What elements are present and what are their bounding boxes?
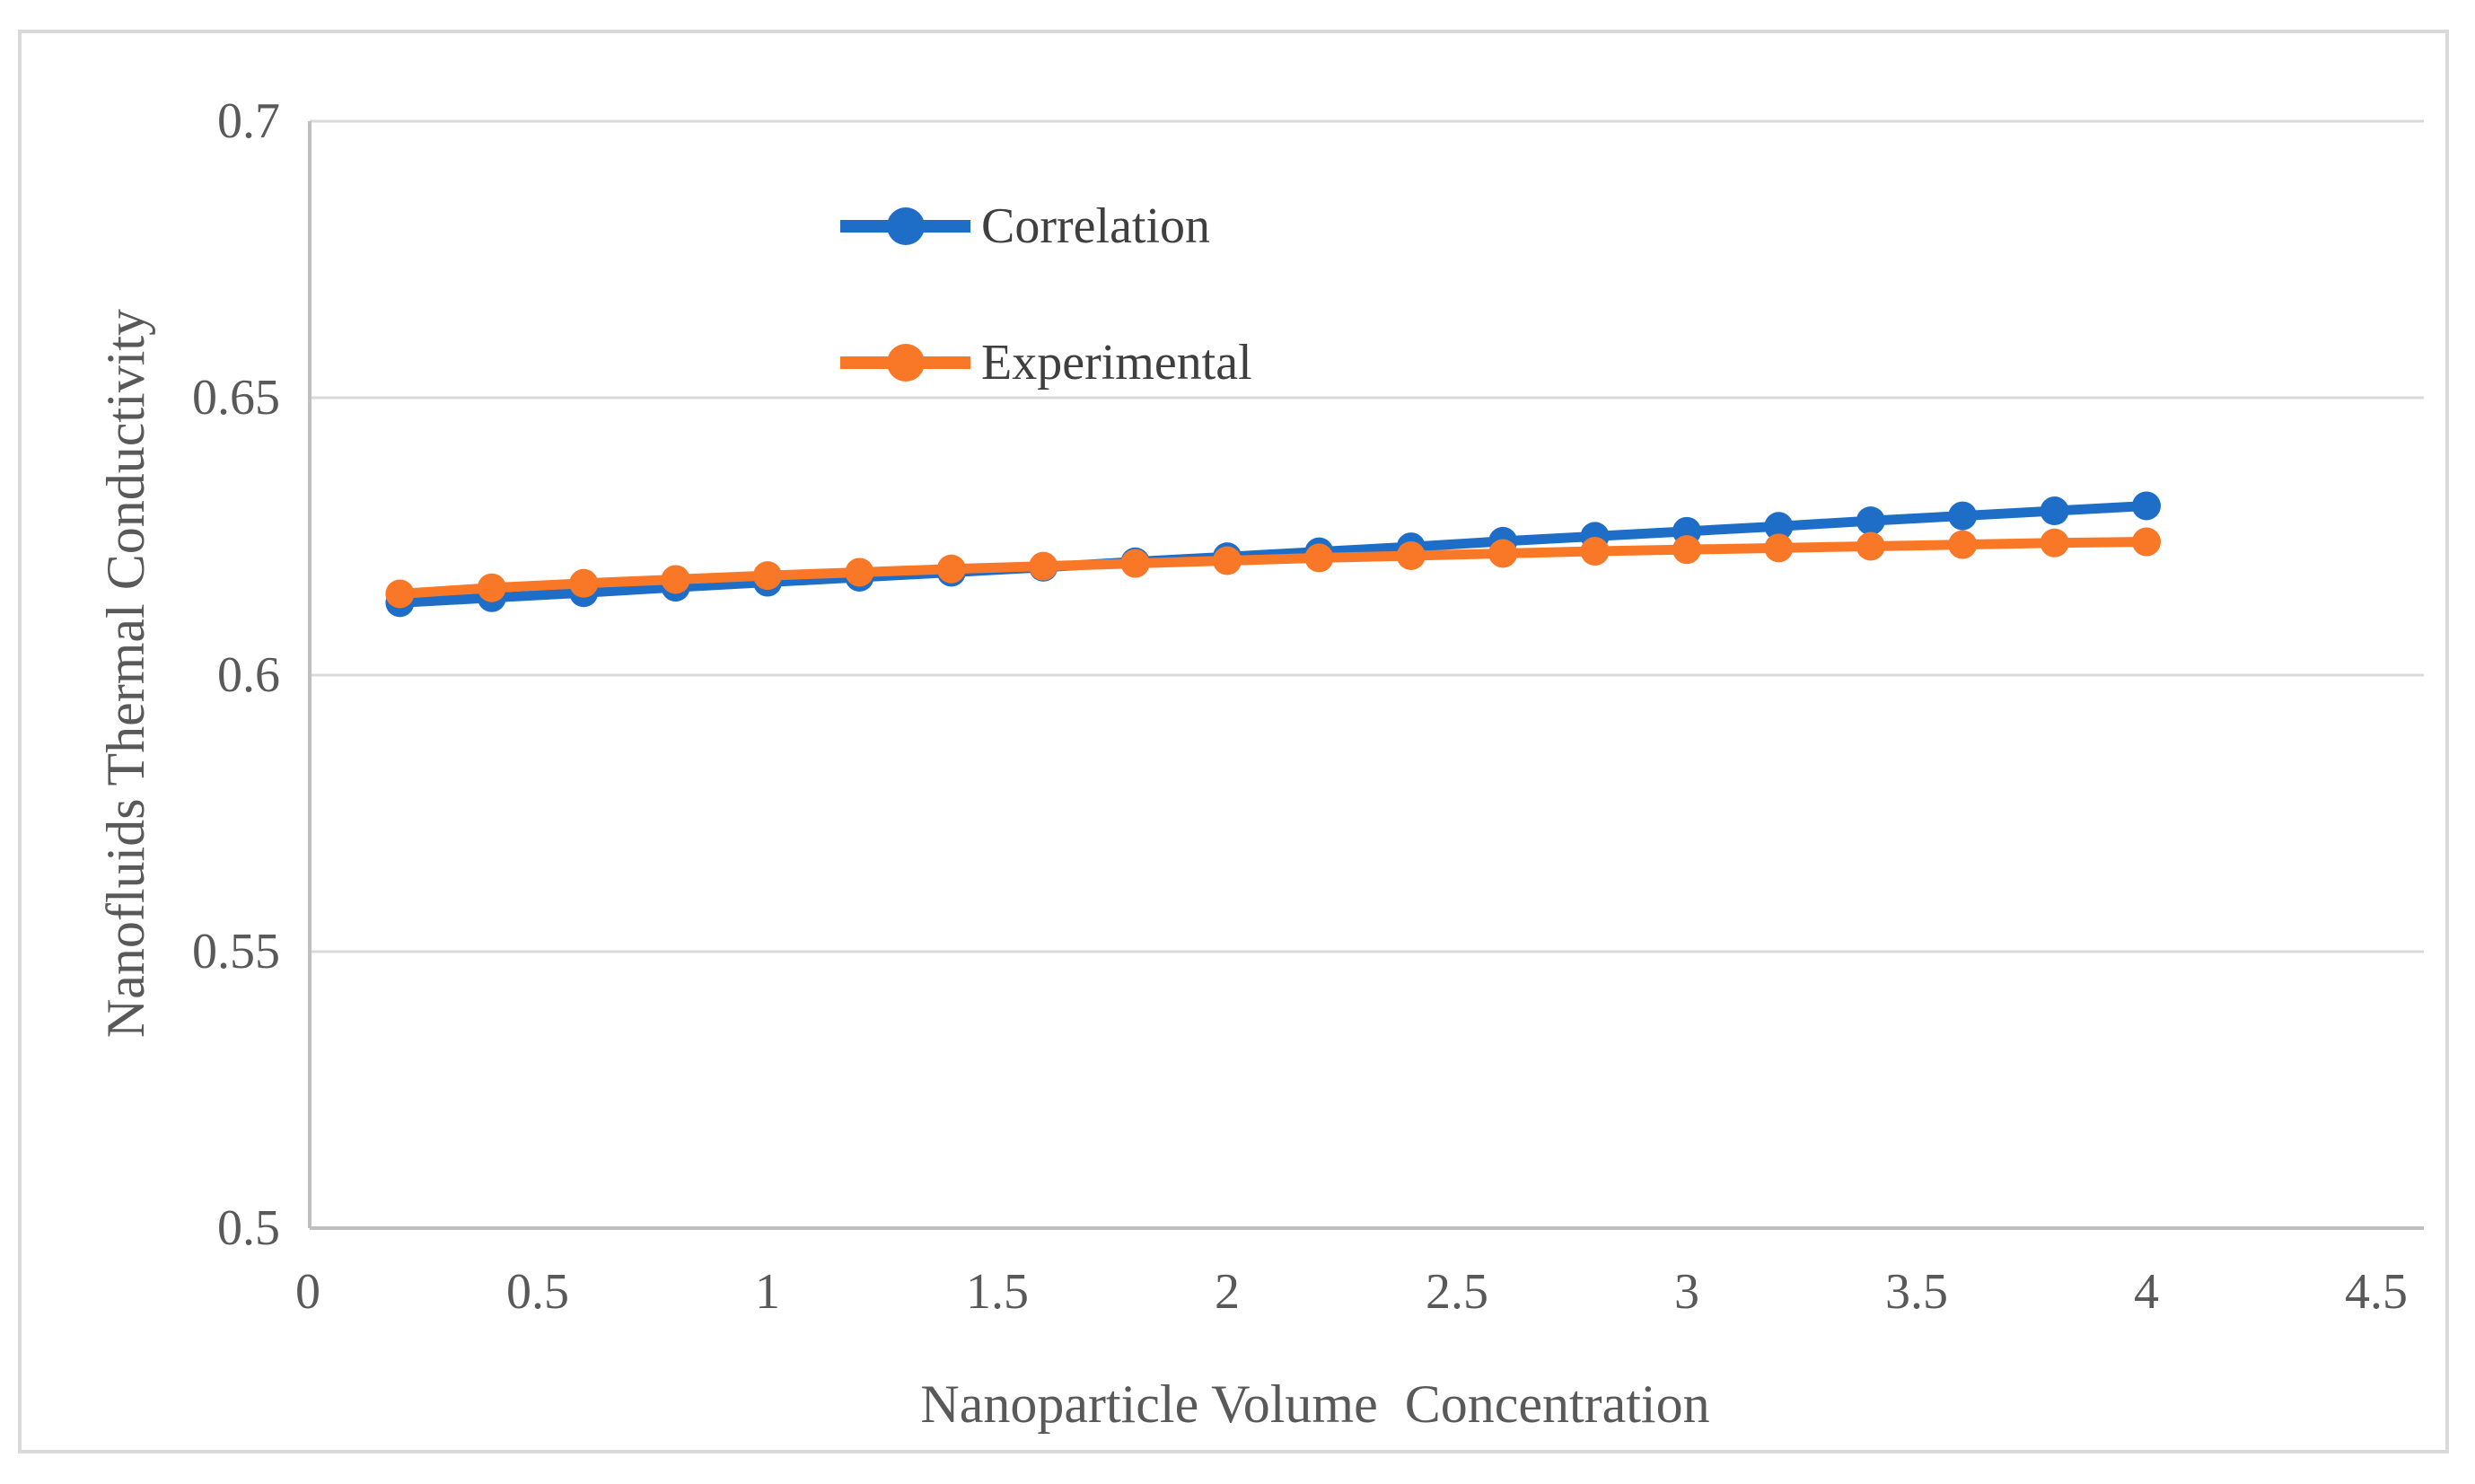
x-tick-label: 4.5 bbox=[2345, 1264, 2408, 1320]
legend-marker-dot bbox=[886, 207, 925, 245]
legend-marker-dot bbox=[886, 344, 925, 382]
x-tick-label: 2 bbox=[1215, 1264, 1240, 1320]
axes bbox=[308, 121, 2424, 1230]
data-point-marker bbox=[2132, 491, 2161, 521]
x-tick-label: 1.5 bbox=[966, 1264, 1029, 1320]
figure-border bbox=[18, 30, 2449, 1453]
correlation-line-marker-swatch bbox=[840, 192, 970, 260]
x-tick-label: 0.5 bbox=[506, 1264, 569, 1320]
series-line bbox=[394, 537, 2152, 599]
data-point-marker bbox=[1764, 533, 1794, 563]
data-point-marker bbox=[1856, 531, 1885, 561]
x-tick-label: 1 bbox=[755, 1264, 780, 1320]
x-tick-label: 2.5 bbox=[1426, 1264, 1488, 1320]
data-point-marker bbox=[1488, 539, 1518, 568]
data-point-marker bbox=[1213, 546, 1242, 575]
data-point-marker bbox=[2040, 496, 2069, 526]
legend-label: Experimental bbox=[981, 335, 1252, 391]
y-axis-title: Nanofluids Thermal Conductivity bbox=[96, 308, 155, 1039]
data-point-marker bbox=[2132, 527, 2161, 557]
data-point-marker bbox=[1120, 549, 1150, 578]
y-tick-label: 0.6 bbox=[217, 647, 280, 703]
x-tick-label: 3 bbox=[1674, 1264, 1699, 1320]
data-point-marker bbox=[845, 558, 874, 587]
data-point-marker bbox=[569, 568, 599, 598]
data-point-marker bbox=[385, 579, 415, 609]
data-point-marker bbox=[1304, 543, 1334, 573]
data-point-marker bbox=[753, 561, 782, 591]
y-tick-label: 0.7 bbox=[217, 93, 280, 149]
gridlines bbox=[310, 119, 2424, 953]
legend-label: Correlation bbox=[981, 198, 1211, 254]
data-point-marker bbox=[2040, 528, 2069, 558]
legend-item-correlation: Correlation bbox=[840, 192, 1252, 260]
data-point-marker bbox=[1856, 506, 1885, 536]
data-point-marker bbox=[477, 573, 506, 602]
y-tick-label: 0.55 bbox=[192, 924, 280, 979]
y-tick-label: 0.5 bbox=[217, 1200, 280, 1256]
data-point-marker bbox=[1580, 537, 1610, 566]
legend: Correlation Experimental bbox=[840, 192, 1252, 397]
series-layer bbox=[385, 491, 2161, 618]
data-point-marker bbox=[1672, 535, 1701, 565]
data-point-marker bbox=[1764, 512, 1794, 541]
y-tick-label: 0.65 bbox=[192, 370, 280, 426]
series-correlation bbox=[385, 491, 2161, 618]
data-point-marker bbox=[936, 554, 966, 584]
x-axis-title: Nanoparticle Volume Concentration bbox=[920, 1374, 1710, 1434]
data-point-marker bbox=[1948, 501, 1978, 531]
data-point-marker bbox=[1029, 551, 1058, 581]
x-tick-label: 0 bbox=[295, 1264, 320, 1320]
x-tick-label: 3.5 bbox=[1885, 1264, 1948, 1320]
experimental-line-marker-swatch bbox=[840, 329, 970, 397]
series-experimental bbox=[385, 527, 2161, 609]
series-line bbox=[394, 500, 2152, 608]
data-point-marker bbox=[1396, 540, 1426, 570]
legend-item-experimental: Experimental bbox=[840, 329, 1252, 397]
data-point-marker bbox=[661, 565, 690, 594]
data-point-marker bbox=[1948, 530, 1978, 559]
x-tick-label: 4 bbox=[2134, 1264, 2159, 1320]
